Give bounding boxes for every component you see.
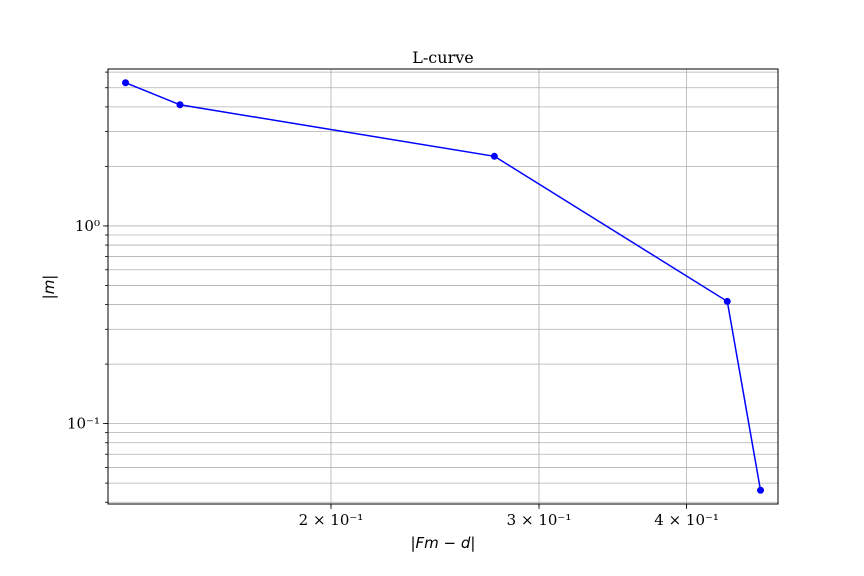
data-point — [122, 79, 130, 87]
data-point — [723, 297, 731, 305]
data-point — [757, 486, 765, 494]
x-axis-label: |Fm − d| — [411, 534, 476, 552]
y-axis-label: |m| — [40, 275, 58, 300]
series-line — [125, 82, 762, 491]
y-tick-label: 10⁻¹ — [67, 415, 100, 433]
x-tick-label: 2 × 10⁻¹ — [299, 511, 364, 529]
y-tick-label: 10⁰ — [75, 217, 100, 235]
x-tick-label: 3 × 10⁻¹ — [507, 511, 572, 529]
grid — [108, 69, 778, 504]
data-point — [176, 101, 184, 109]
y-axis-ticks: 10⁰ 10⁻¹ — [67, 71, 108, 503]
x-tick-label: 4 × 10⁻¹ — [654, 511, 719, 529]
x-axis-ticks: 2 × 10⁻¹ 3 × 10⁻¹ 4 × 10⁻¹ — [299, 504, 719, 529]
plot-frame — [107, 68, 779, 505]
series-layer — [122, 79, 765, 494]
chart-title: L-curve — [412, 48, 473, 67]
data-point — [490, 152, 498, 160]
